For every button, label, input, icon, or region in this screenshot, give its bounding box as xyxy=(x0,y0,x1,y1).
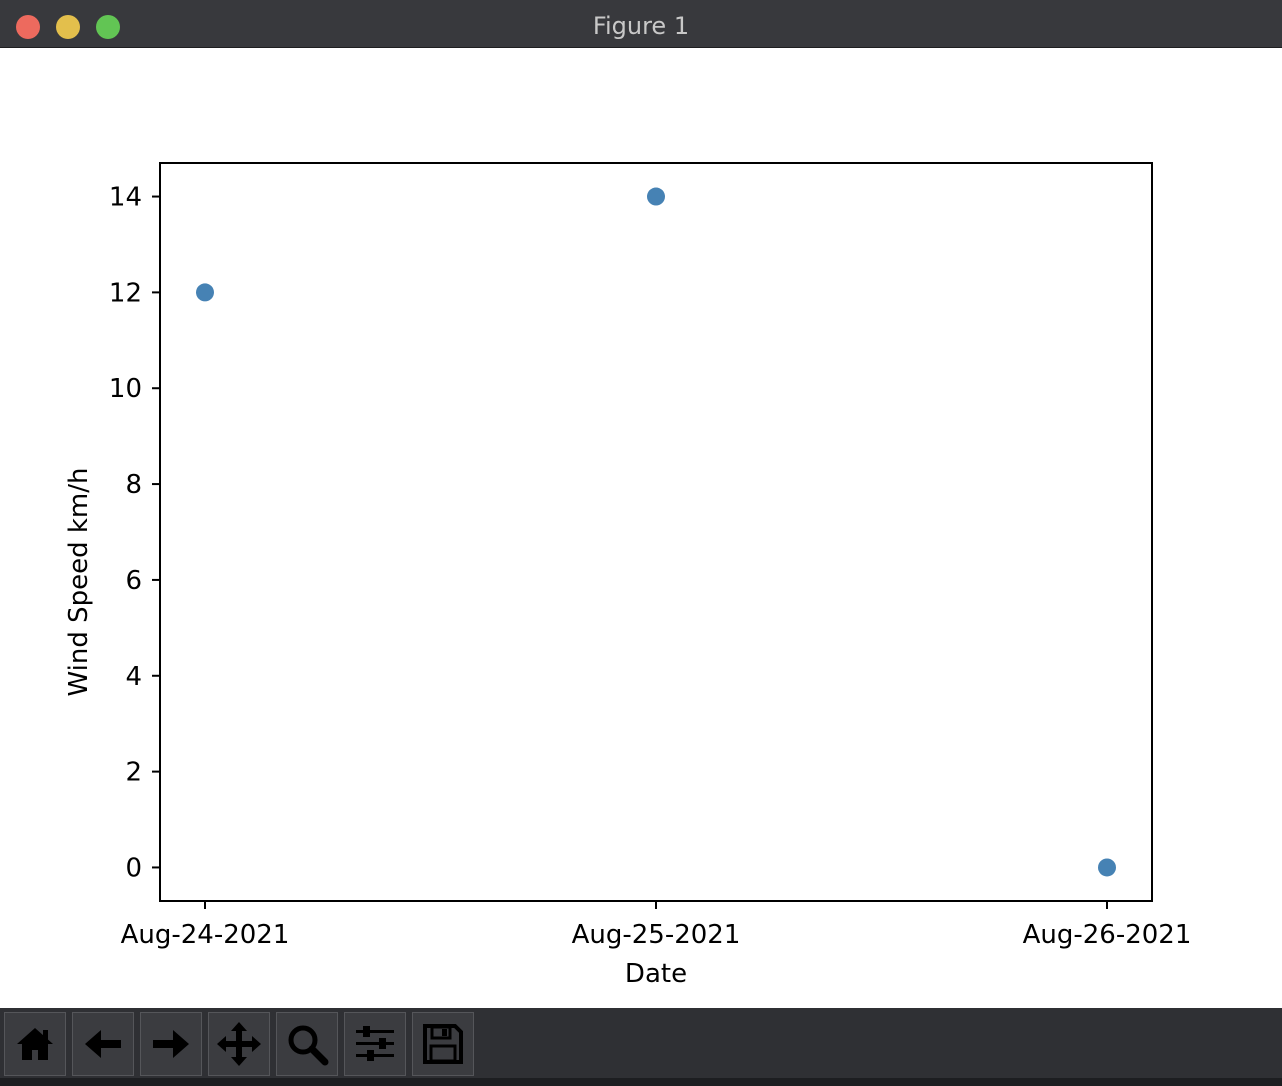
y-tick-label: 6 xyxy=(125,566,142,596)
configure-subplots-button[interactable] xyxy=(344,1012,406,1076)
y-tick-label: 2 xyxy=(125,758,142,788)
x-tick-label: Aug-24-2021 xyxy=(121,920,290,950)
navigation-toolbar xyxy=(0,1008,1282,1078)
save-button[interactable] xyxy=(412,1012,474,1076)
back-button[interactable] xyxy=(72,1012,134,1076)
minimize-window-button[interactable] xyxy=(56,15,80,39)
y-axis-label: Wind Speed km/h xyxy=(64,468,94,697)
y-tick-label: 12 xyxy=(109,278,142,308)
y-tick-label: 14 xyxy=(109,183,142,213)
plot-frame xyxy=(159,162,1153,902)
figure-canvas: 0 2 4 6 8 10 12 14 Aug-24-2021 Aug-25-2021 Aug-26… xyxy=(0,48,1282,1008)
x-axis-ticks: Aug-24-2021 Aug-25-2021 Aug-26-2021 xyxy=(121,901,1192,950)
zoom-button[interactable] xyxy=(276,1012,338,1076)
move-icon xyxy=(217,1022,261,1066)
arrow-right-icon xyxy=(153,1030,189,1058)
y-axis-ticks: 0 2 4 6 8 10 12 14 xyxy=(109,183,160,883)
home-icon xyxy=(17,1028,53,1060)
maximize-window-button[interactable] xyxy=(96,15,120,39)
data-point xyxy=(647,187,665,206)
arrow-left-icon xyxy=(85,1030,121,1058)
data-point xyxy=(196,283,214,302)
forward-button[interactable] xyxy=(140,1012,202,1076)
y-tick-label: 10 xyxy=(109,374,142,404)
y-tick-label: 4 xyxy=(125,662,142,692)
terminal-strip xyxy=(0,1078,1282,1086)
y-tick-label: 0 xyxy=(125,853,142,883)
home-button[interactable] xyxy=(4,1012,66,1076)
floppy-disk-icon xyxy=(423,1024,463,1064)
data-point xyxy=(1098,858,1116,877)
window-titlebar: Figure 1 xyxy=(0,0,1282,48)
window-title: Figure 1 xyxy=(592,12,690,40)
x-axis-label: Date xyxy=(625,959,687,989)
pan-button[interactable] xyxy=(208,1012,270,1076)
scatter-chart: 0 2 4 6 8 10 12 14 Aug-24-2021 Aug-25-2021 Aug-26… xyxy=(64,162,1192,989)
x-tick-label: Aug-26-2021 xyxy=(1023,920,1192,950)
magnifier-icon xyxy=(288,1025,329,1066)
x-tick-label: Aug-25-2021 xyxy=(572,920,741,950)
sliders-icon xyxy=(356,1026,394,1061)
close-window-button[interactable] xyxy=(16,15,40,39)
y-tick-label: 8 xyxy=(125,470,142,500)
data-points xyxy=(196,187,1116,877)
